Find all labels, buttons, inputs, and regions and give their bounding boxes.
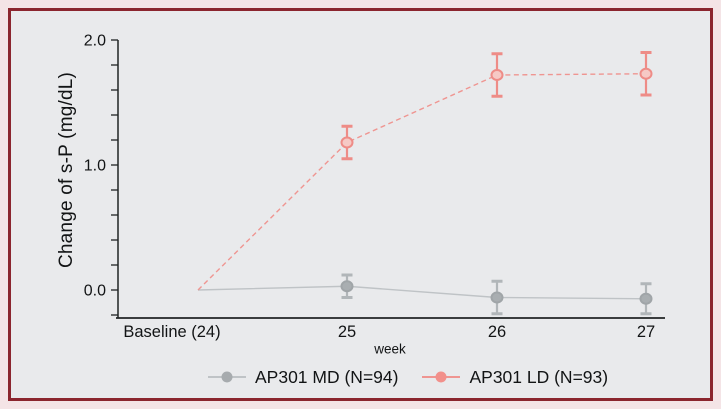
x-tick-label: Baseline (24) [123, 323, 220, 341]
legend-item: AP301 LD (N=93) [420, 367, 608, 388]
data-point-marker [340, 136, 354, 149]
series-line [197, 73, 647, 291]
data-point-marker [639, 292, 653, 305]
legend: AP301 MD (N=94) AP301 LD (N=93) [206, 366, 608, 388]
y-tick-label: 1.0 [84, 158, 106, 175]
figure-frame [8, 8, 713, 401]
x-axis-title: week [374, 341, 406, 357]
legend-item: AP301 MD (N=94) [206, 367, 398, 388]
legend-label: AP301 LD (N=93) [469, 366, 609, 387]
x-tick-label: 26 [488, 323, 506, 341]
x-tick-label: 25 [338, 323, 356, 341]
series-line [197, 285, 647, 300]
y-tick-label: 2.0 [84, 33, 106, 50]
legend-marker-icon [422, 371, 461, 383]
x-tick-label: 27 [637, 323, 655, 341]
legend-marker-icon [208, 371, 246, 383]
legend-label: AP301 MD (N=94) [255, 366, 399, 387]
data-point-marker [340, 280, 354, 293]
y-axis-title: Change of s-P (mg/dL) [56, 71, 77, 269]
data-point-marker [639, 67, 653, 80]
data-point-marker [490, 69, 504, 81]
y-tick-label: 0.0 [84, 283, 106, 300]
data-point-marker [490, 291, 504, 304]
